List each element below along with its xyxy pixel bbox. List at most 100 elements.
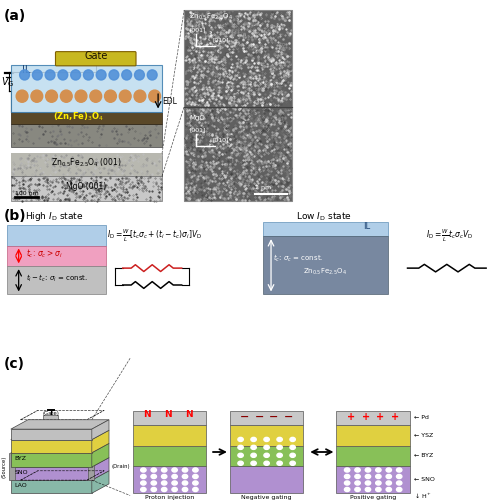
Bar bbox=[263, 236, 388, 294]
Circle shape bbox=[45, 70, 55, 80]
Circle shape bbox=[140, 481, 146, 485]
Circle shape bbox=[119, 90, 131, 102]
Bar bbox=[336, 446, 410, 466]
Circle shape bbox=[396, 488, 402, 492]
Circle shape bbox=[172, 488, 177, 492]
Circle shape bbox=[58, 70, 68, 80]
Circle shape bbox=[149, 90, 161, 102]
Bar bbox=[230, 466, 303, 493]
Circle shape bbox=[264, 446, 269, 450]
Text: +: + bbox=[391, 412, 399, 422]
Text: (Gate): (Gate) bbox=[42, 411, 59, 416]
Bar bbox=[263, 222, 388, 236]
Bar bbox=[184, 10, 292, 202]
Text: ← Pd: ← Pd bbox=[414, 416, 429, 420]
Text: Pd: Pd bbox=[15, 430, 23, 436]
Circle shape bbox=[251, 438, 256, 442]
Circle shape bbox=[290, 446, 295, 450]
Polygon shape bbox=[11, 429, 92, 440]
Bar bbox=[230, 411, 303, 425]
Circle shape bbox=[386, 481, 391, 485]
Circle shape bbox=[172, 468, 177, 472]
Circle shape bbox=[46, 90, 57, 102]
Circle shape bbox=[105, 90, 116, 102]
Text: $I_\mathrm{D} = \frac{W}{L}[t_c\sigma_c + (t_i - t_c)\sigma_i]V_\mathrm{D}$: $I_\mathrm{D} = \frac{W}{L}[t_c\sigma_c … bbox=[107, 228, 202, 244]
Text: [001]: [001] bbox=[189, 128, 206, 132]
Text: $V_\mathrm{G}$: $V_\mathrm{G}$ bbox=[1, 75, 14, 89]
Circle shape bbox=[134, 90, 146, 102]
Circle shape bbox=[192, 481, 198, 485]
Text: N: N bbox=[164, 410, 172, 419]
Text: Gate: Gate bbox=[84, 50, 108, 60]
Text: Positive gating: Positive gating bbox=[350, 495, 396, 500]
Circle shape bbox=[83, 70, 93, 80]
Text: High $I_\mathrm{D}$ state: High $I_\mathrm{D}$ state bbox=[25, 210, 83, 224]
Text: (a): (a) bbox=[4, 9, 26, 23]
Circle shape bbox=[32, 70, 42, 80]
Circle shape bbox=[290, 461, 295, 466]
Circle shape bbox=[251, 446, 256, 450]
Text: [010]: [010] bbox=[213, 138, 229, 143]
Circle shape bbox=[251, 453, 256, 458]
Bar bbox=[230, 446, 303, 466]
Circle shape bbox=[365, 488, 371, 492]
Text: IL: IL bbox=[22, 66, 30, 76]
Circle shape bbox=[172, 481, 177, 485]
Circle shape bbox=[365, 481, 371, 485]
Circle shape bbox=[122, 70, 132, 80]
Circle shape bbox=[135, 70, 144, 80]
Circle shape bbox=[182, 488, 188, 492]
Circle shape bbox=[264, 453, 269, 458]
Text: N: N bbox=[185, 410, 193, 419]
Bar bbox=[133, 446, 206, 466]
Text: ← YSZ: ← YSZ bbox=[414, 433, 433, 438]
Polygon shape bbox=[11, 458, 109, 467]
Circle shape bbox=[365, 468, 371, 472]
Text: (Zn,Fe)$_3$O$_4$: (Zn,Fe)$_3$O$_4$ bbox=[53, 110, 104, 123]
Polygon shape bbox=[11, 471, 109, 480]
Circle shape bbox=[16, 90, 28, 102]
Circle shape bbox=[396, 481, 402, 485]
Circle shape bbox=[376, 474, 381, 478]
Polygon shape bbox=[92, 420, 109, 440]
Circle shape bbox=[140, 474, 146, 478]
Circle shape bbox=[345, 481, 350, 485]
Circle shape bbox=[182, 481, 188, 485]
Circle shape bbox=[386, 474, 391, 478]
Circle shape bbox=[345, 474, 350, 478]
Polygon shape bbox=[11, 440, 92, 453]
Circle shape bbox=[162, 481, 167, 485]
Polygon shape bbox=[11, 124, 162, 147]
Circle shape bbox=[345, 488, 350, 492]
Circle shape bbox=[192, 474, 198, 478]
Bar bbox=[336, 411, 410, 425]
Text: $t_c$: $\sigma_c$ = const.: $t_c$: $\sigma_c$ = const. bbox=[273, 252, 323, 264]
Text: MgO (001): MgO (001) bbox=[66, 182, 107, 191]
Bar bbox=[9, 453, 15, 480]
Bar bbox=[7, 225, 106, 246]
Circle shape bbox=[264, 461, 269, 466]
Text: (b): (b) bbox=[4, 209, 27, 223]
Polygon shape bbox=[92, 471, 109, 493]
Text: Proton injection
and storage: Proton injection and storage bbox=[145, 495, 194, 500]
Text: −: − bbox=[284, 412, 294, 422]
Circle shape bbox=[238, 453, 243, 458]
FancyBboxPatch shape bbox=[55, 52, 136, 66]
Circle shape bbox=[355, 488, 360, 492]
Bar bbox=[43, 415, 58, 420]
Text: Zn$_{0.5}$Fe$_{2.5}$O$_4$ (001): Zn$_{0.5}$Fe$_{2.5}$O$_4$ (001) bbox=[51, 156, 122, 169]
Text: EDL: EDL bbox=[162, 97, 177, 106]
Circle shape bbox=[151, 474, 157, 478]
Circle shape bbox=[151, 468, 157, 472]
Polygon shape bbox=[11, 480, 92, 493]
Text: Low $I_\mathrm{D}$ state: Low $I_\mathrm{D}$ state bbox=[296, 210, 352, 223]
Circle shape bbox=[151, 488, 157, 492]
Text: +: + bbox=[377, 412, 384, 422]
Bar bbox=[336, 466, 410, 493]
Bar bbox=[133, 466, 206, 493]
Circle shape bbox=[182, 474, 188, 478]
Circle shape bbox=[192, 468, 198, 472]
Text: (c): (c) bbox=[4, 357, 25, 371]
Circle shape bbox=[75, 90, 87, 102]
Circle shape bbox=[277, 446, 282, 450]
